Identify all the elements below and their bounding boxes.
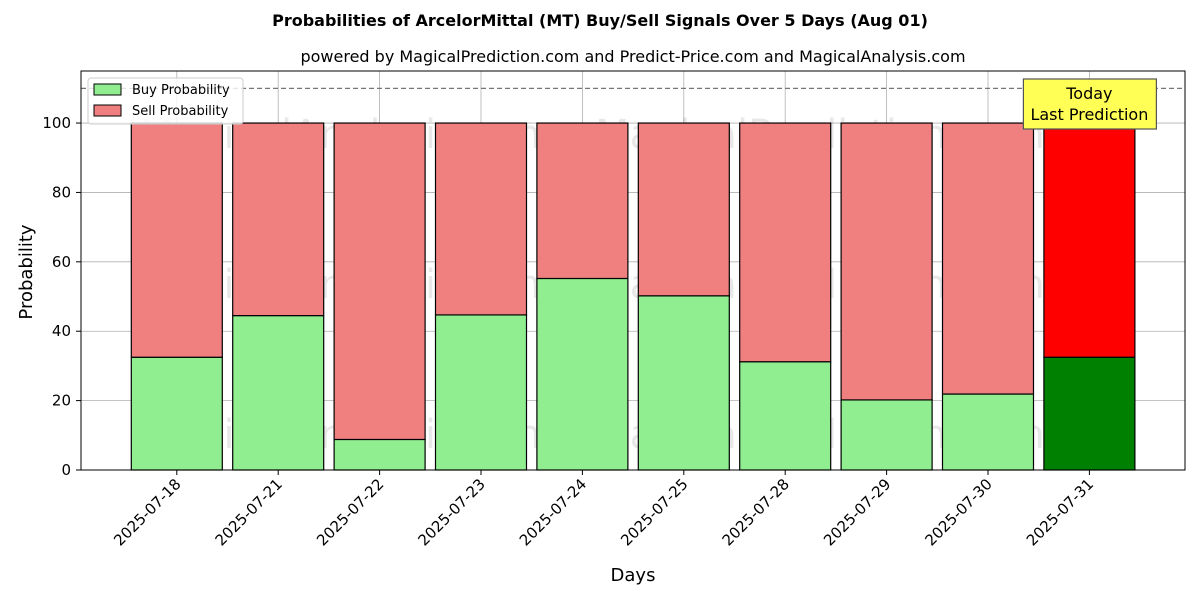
x-tick-label: 2025-07-31 [1023, 475, 1097, 549]
x-tick-label: 2025-07-24 [516, 475, 590, 549]
y-tick-label: 100 [42, 114, 71, 132]
buy-bar [536, 277, 629, 471]
y-tick-label: 20 [52, 392, 71, 410]
x-tick-label: 2025-07-28 [719, 475, 793, 549]
sell-bar [333, 122, 426, 441]
x-tick-label: 2025-07-23 [414, 475, 488, 549]
annotation-text: Last Prediction [1030, 105, 1148, 124]
buy-bar [739, 361, 832, 471]
legend-swatch [93, 83, 122, 96]
buy-bar [130, 356, 223, 471]
sell-bar [536, 122, 629, 280]
sell-bar [941, 122, 1035, 395]
sell-bar [739, 122, 832, 363]
legend-box [87, 77, 244, 125]
x-tick-label: 2025-07-22 [313, 475, 387, 549]
sell-bar [1043, 122, 1136, 358]
x-tick-label: 2025-07-18 [110, 475, 184, 549]
sell-bar [232, 122, 325, 317]
buy-bar [941, 393, 1035, 471]
buy-bar [232, 315, 325, 471]
sell-bar [840, 122, 933, 401]
legend-swatch [93, 104, 122, 117]
legend-label: Sell Probability [132, 104, 229, 119]
x-tick-label: 2025-07-21 [212, 475, 286, 549]
sell-bar [130, 122, 223, 358]
x-tick-label: 2025-07-30 [921, 475, 995, 549]
buy-bar [1043, 356, 1136, 471]
annotation-text: Today [1065, 84, 1112, 103]
x-axis-label: Days [611, 565, 656, 586]
buy-bar [434, 314, 528, 471]
annotation-box [1022, 78, 1158, 130]
sell-bar [637, 122, 730, 297]
plot-frame [80, 70, 1186, 471]
legend-label: Buy Probability [132, 83, 230, 98]
buy-bar [637, 295, 730, 471]
y-axis-label: Probability [16, 224, 37, 319]
y-tick-label: 0 [61, 461, 71, 479]
y-tick-label: 40 [52, 322, 71, 340]
buy-bar [333, 438, 426, 471]
x-tick-label: 2025-07-29 [820, 475, 894, 549]
plot-area: MagicalAnalysis.comMagicalPrediction.com… [42, 70, 1186, 549]
sell-bar [434, 122, 528, 316]
chart-title: Probabilities of ArcelorMittal (MT) Buy/… [272, 11, 928, 30]
x-tick-label: 2025-07-25 [617, 475, 691, 549]
y-tick-label: 80 [52, 183, 71, 201]
buy-bar [840, 399, 933, 471]
y-tick-label: 60 [52, 253, 71, 271]
chart-subtitle: powered by MagicalPrediction.com and Pre… [300, 47, 965, 66]
